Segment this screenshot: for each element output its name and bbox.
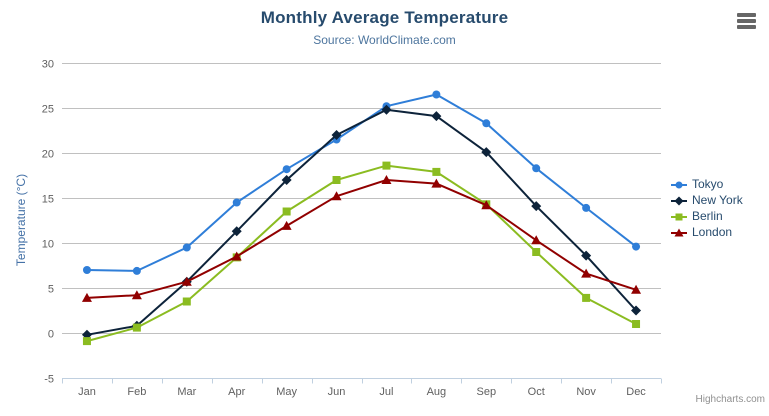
legend-label: London — [692, 225, 733, 239]
data-point-london-sep[interactable] — [481, 200, 492, 210]
x-tick-label: Dec — [626, 386, 646, 398]
legend-symbol — [674, 228, 684, 236]
y-tick-label: 25 — [42, 104, 54, 116]
legend-label: New York — [692, 193, 743, 207]
x-tick-label: May — [276, 386, 297, 398]
series-line-tokyo[interactable] — [85, 93, 638, 272]
data-point-new-york-jul[interactable] — [381, 104, 392, 115]
y-tick-label: 10 — [42, 239, 54, 251]
legend-label: Tokyo — [692, 177, 724, 191]
data-point-london-jan[interactable] — [81, 292, 92, 302]
data-point-tokyo-may[interactable] — [282, 165, 291, 174]
x-tick-label: Nov — [576, 386, 596, 398]
data-point-london-mar[interactable] — [181, 276, 192, 286]
x-tick-label: Mar — [177, 386, 196, 398]
data-point-berlin-jan[interactable] — [82, 337, 91, 346]
legend-symbol — [674, 196, 684, 205]
legend-item-london[interactable]: London — [671, 226, 743, 239]
data-point-berlin-aug[interactable] — [432, 167, 441, 176]
data-point-berlin-feb[interactable] — [132, 323, 141, 332]
data-point-london-apr[interactable] — [231, 251, 242, 261]
legend-symbol — [675, 181, 683, 188]
data-point-london-nov[interactable] — [581, 268, 592, 278]
data-point-berlin-may[interactable] — [282, 207, 291, 216]
hamburger-icon — [737, 13, 756, 29]
data-point-tokyo-aug[interactable] — [432, 90, 441, 99]
data-point-tokyo-apr[interactable] — [232, 198, 241, 207]
series-line-berlin[interactable] — [85, 164, 638, 343]
data-point-berlin-oct[interactable] — [532, 248, 541, 256]
data-point-tokyo-mar[interactable] — [182, 243, 191, 252]
x-tick-label: Apr — [228, 386, 245, 398]
legend-symbol — [675, 213, 683, 220]
data-point-berlin-jun[interactable] — [332, 176, 341, 184]
legend-marker-triangle-icon — [671, 228, 687, 236]
data-point-berlin-jul[interactable] — [382, 161, 391, 170]
data-point-london-feb[interactable] — [131, 290, 142, 300]
data-point-tokyo-feb[interactable] — [132, 266, 141, 275]
y-tick-label: 15 — [42, 194, 54, 206]
data-point-london-oct[interactable] — [531, 235, 542, 245]
legend-marker-diamond-icon — [671, 196, 687, 205]
data-point-london-jul[interactable] — [381, 175, 392, 184]
data-point-new-york-nov[interactable] — [581, 250, 592, 261]
legend-marker-circle-icon — [671, 181, 687, 188]
x-tick-label: Sep — [477, 386, 497, 398]
x-tick-label: Jun — [328, 386, 346, 398]
data-point-new-york-jun[interactable] — [331, 130, 342, 140]
legend-label: Berlin — [692, 209, 723, 223]
y-tick-label: 30 — [42, 59, 54, 71]
y-tick-label: 20 — [42, 149, 54, 161]
data-point-new-york-dec[interactable] — [631, 305, 642, 316]
data-point-london-may[interactable] — [281, 220, 292, 230]
y-axis-title: Temperature (°C) — [14, 174, 28, 266]
data-point-new-york-sep[interactable] — [481, 147, 492, 158]
data-point-tokyo-jan[interactable] — [82, 266, 91, 274]
x-tick-label: Jan — [78, 386, 96, 398]
y-tick-label: -5 — [44, 374, 54, 386]
series-line-new-york[interactable] — [85, 108, 638, 336]
context-menu-button[interactable] — [735, 11, 758, 31]
chart-title: Monthly Average Temperature — [260, 8, 509, 27]
data-point-tokyo-oct[interactable] — [532, 164, 541, 173]
data-point-new-york-apr[interactable] — [231, 226, 242, 237]
legend-item-berlin[interactable]: Berlin — [671, 210, 743, 223]
x-tick-label: Jul — [379, 386, 393, 398]
data-point-tokyo-nov[interactable] — [582, 203, 591, 212]
data-point-berlin-dec[interactable] — [632, 320, 641, 328]
credits-link[interactable]: Highcharts.com — [695, 394, 765, 405]
x-tick-label: Aug — [427, 386, 447, 398]
data-point-new-york-oct[interactable] — [531, 201, 542, 212]
y-tick-label: 5 — [48, 284, 54, 296]
data-point-berlin-nov[interactable] — [582, 293, 591, 302]
data-point-tokyo-dec[interactable] — [632, 242, 641, 251]
series-line-london[interactable] — [85, 179, 638, 299]
x-tick-label: Feb — [127, 386, 146, 398]
x-tick-label: Oct — [528, 386, 545, 398]
data-point-new-york-may[interactable] — [281, 175, 292, 185]
legend-marker-square-icon — [671, 213, 687, 220]
legend: Tokyo New York Berlin London — [671, 178, 743, 239]
chart-subtitle: Source: WorldClimate.com — [313, 33, 456, 47]
data-point-london-dec[interactable] — [631, 284, 642, 294]
legend-item-new-york[interactable]: New York — [671, 194, 743, 207]
data-point-london-aug[interactable] — [431, 178, 442, 188]
data-point-london-jun[interactable] — [331, 191, 342, 201]
legend-item-tokyo[interactable]: Tokyo — [671, 178, 743, 191]
y-tick-label: 0 — [48, 329, 54, 341]
data-point-berlin-mar[interactable] — [182, 297, 191, 306]
data-point-new-york-aug[interactable] — [431, 111, 442, 122]
data-point-tokyo-sep[interactable] — [482, 119, 491, 128]
